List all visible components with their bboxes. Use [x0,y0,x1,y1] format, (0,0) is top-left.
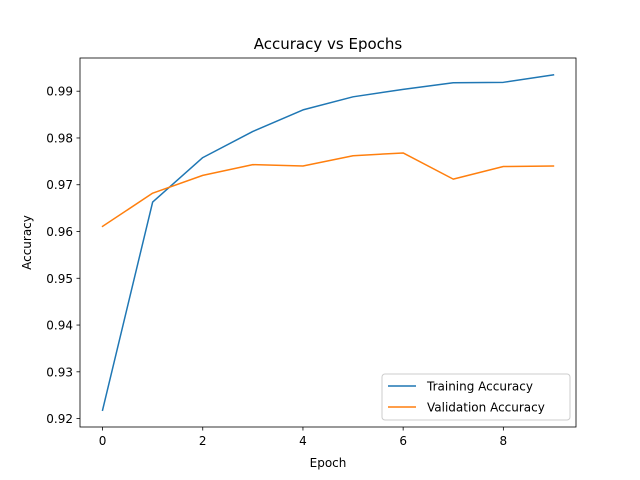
chart-title: Accuracy vs Epochs [254,35,403,53]
series-line-validation [101,152,555,228]
y-tick-label: 0.99 [46,85,73,99]
y-tick-label: 0.92 [46,412,73,426]
y-tick-label: 0.95 [46,272,73,286]
x-tick-label: 0 [99,434,107,448]
y-tick-label: 0.96 [46,225,73,239]
x-tick-label: 8 [500,434,508,448]
y-tick-label: 0.93 [46,365,73,379]
y-tick-label: 0.98 [46,131,73,145]
x-tick-label: 6 [399,434,407,448]
x-axis: 0 2 4 6 8 [99,427,507,448]
x-tick-label: 2 [199,434,207,448]
legend-box [381,373,571,421]
series-line-training [101,73,555,412]
legend-entry-label: Training Accuracy [426,380,533,394]
y-tick-label: 0.94 [46,319,73,333]
plot-area [101,73,555,412]
y-tick-label: 0.97 [46,178,73,192]
legend-entry-label: Validation Accuracy [427,401,545,415]
y-axis-label: Accuracy [20,215,34,270]
x-tick-label: 4 [299,434,307,448]
axes-frame [79,57,577,428]
y-axis: 0.92 0.93 0.94 0.95 0.96 0.97 0.98 0.99 [46,85,80,426]
x-axis-label: Epoch [310,456,347,470]
legend: Training Accuracy Validation Accuracy [381,373,571,421]
